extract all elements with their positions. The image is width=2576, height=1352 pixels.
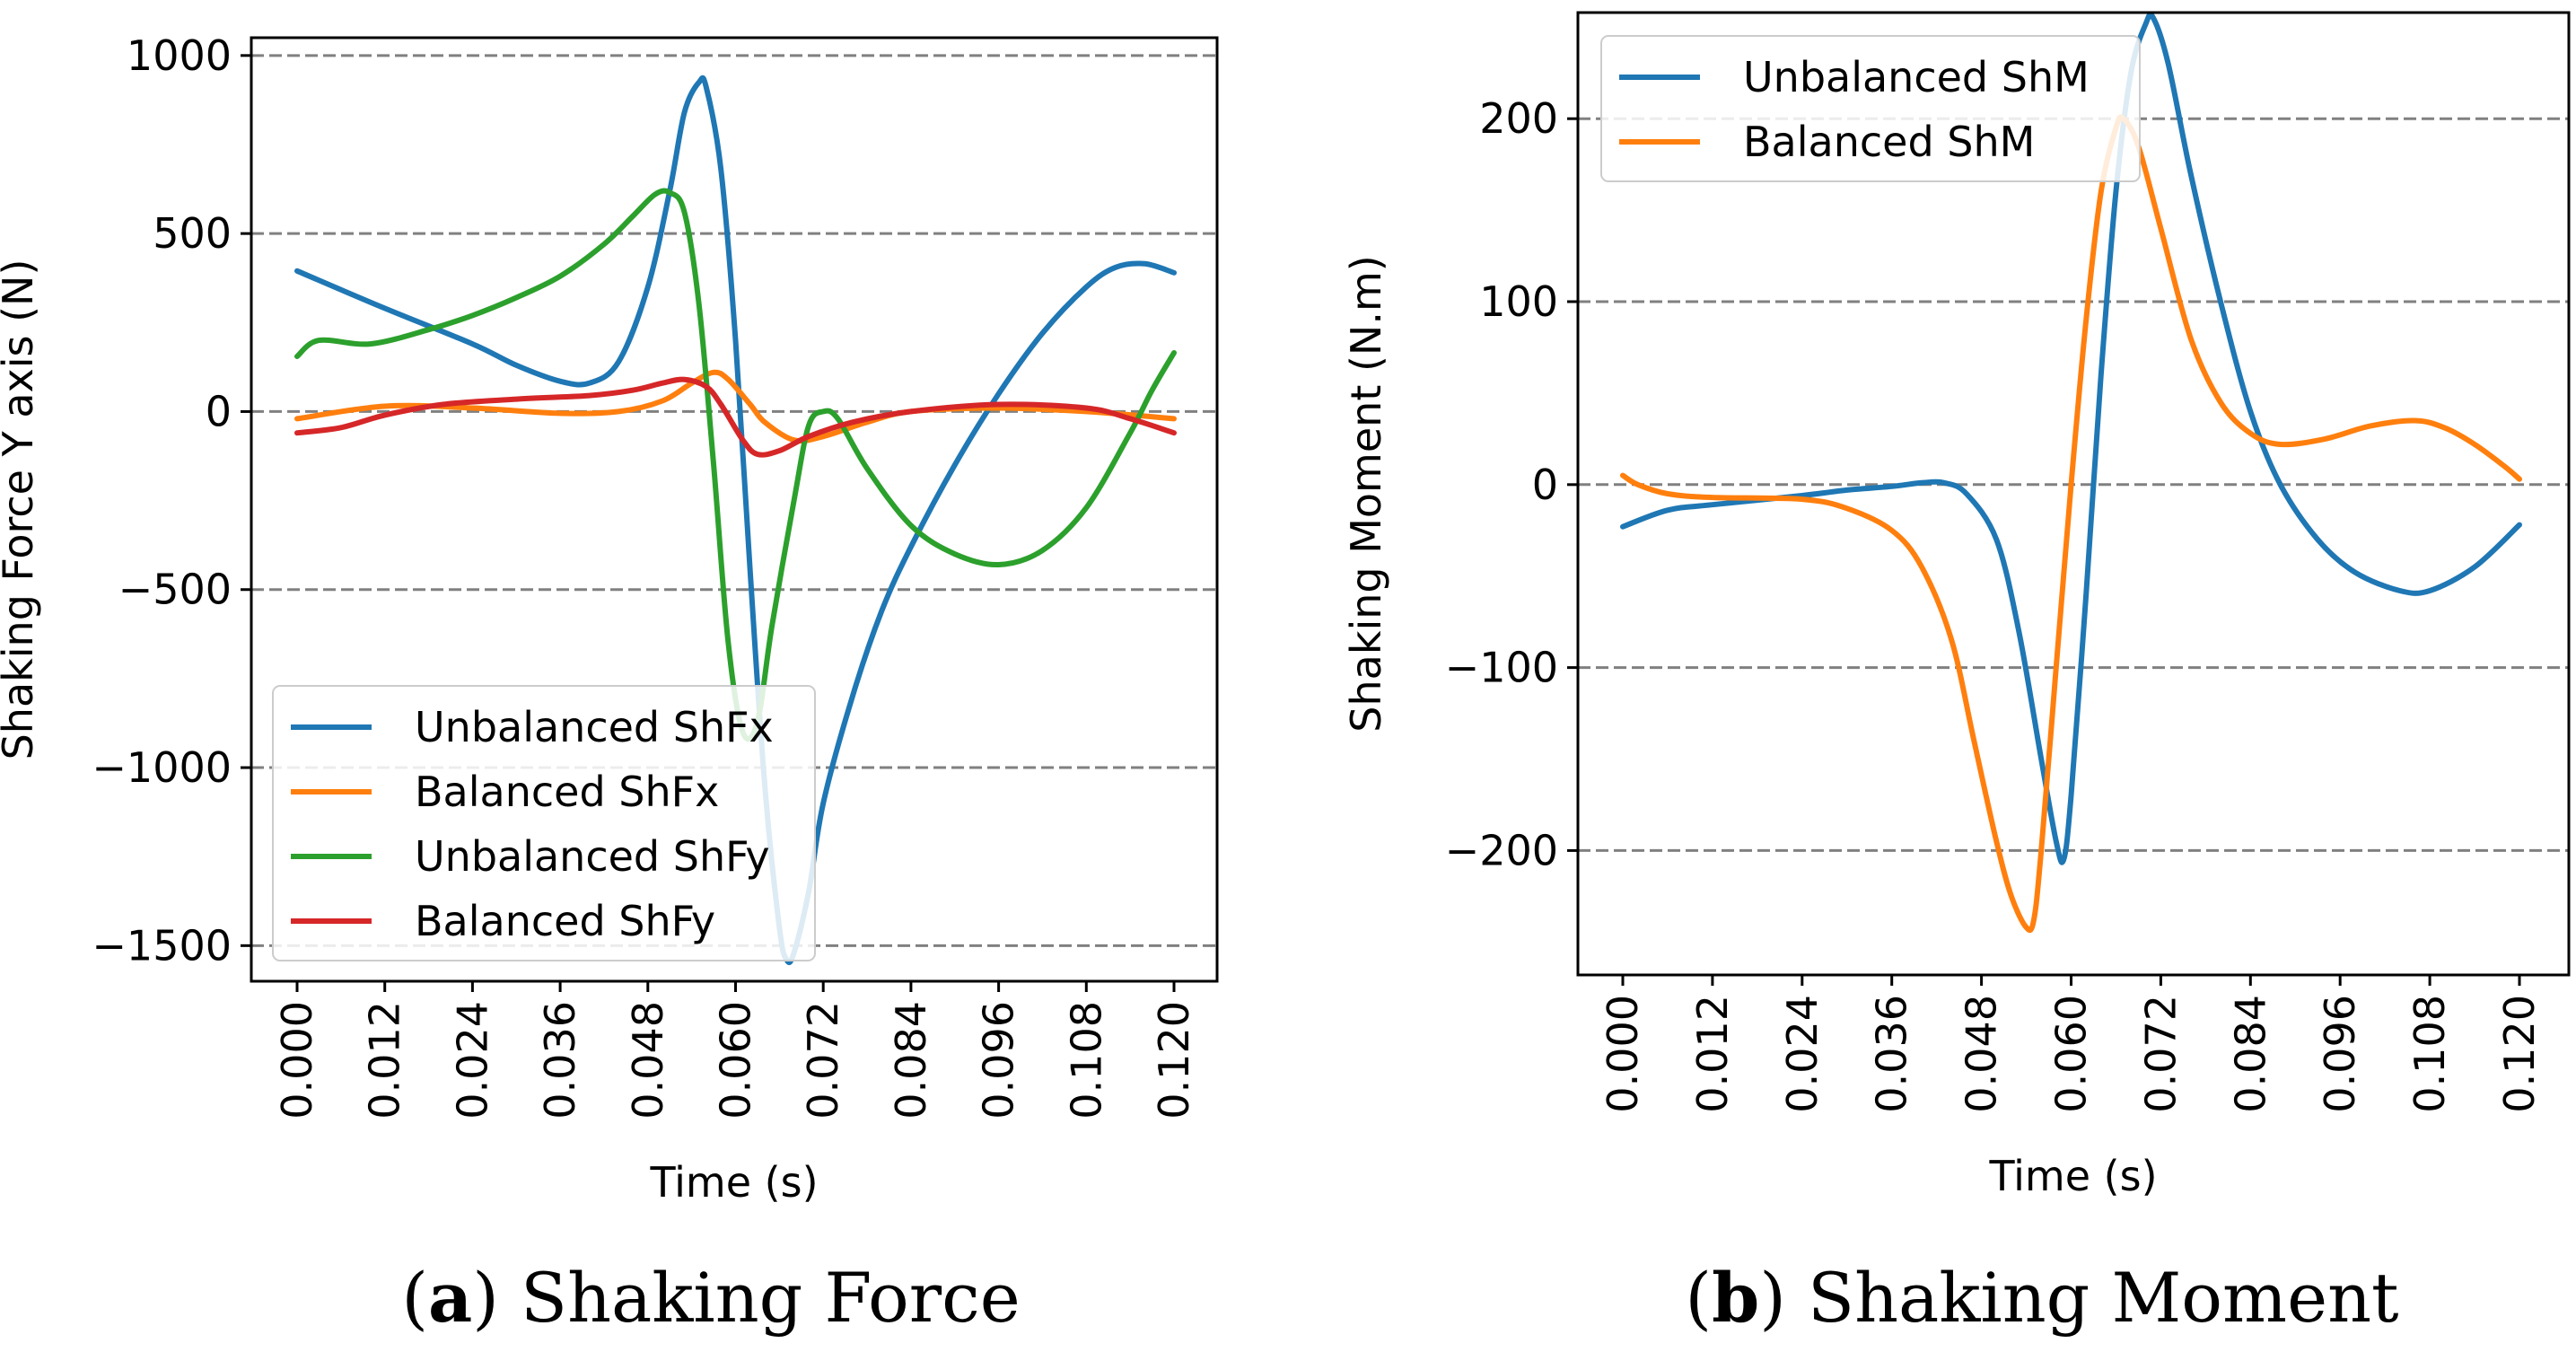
y-tick-label: 500	[153, 209, 232, 258]
legend-label: Unbalanced ShM	[1743, 53, 2090, 101]
x-tick-label: 0.000	[1599, 995, 1647, 1113]
legend: Unbalanced ShM Balanced ShM	[1600, 35, 2141, 182]
series-line-unbalanced-shfy	[294, 188, 1177, 742]
y-axis-label: Shaking Force Y axis (N)	[0, 259, 42, 760]
panel-a-shaking-force: 1000 500 0 −500 −1000 −1500 0.000 0.012 0.024 0.0…	[0, 31, 1219, 1338]
x-tick-label: 0.108	[2405, 995, 2454, 1113]
x-tick-label: 0.120	[2495, 995, 2544, 1113]
legend-label: Balanced ShM	[1743, 118, 2035, 166]
caption-open-paren: (	[401, 1258, 428, 1338]
y-tick-label: 200	[1479, 94, 1558, 143]
series-line-unbalanced-shm	[1620, 13, 2522, 865]
y-tick-label: 1000	[127, 31, 232, 80]
x-tick-label: 0.096	[975, 1001, 1023, 1119]
y-tick-label: −500	[118, 566, 232, 614]
legend-box	[272, 685, 816, 961]
y-tick-label: 0	[1532, 461, 1558, 509]
y-tick-label: 100	[1479, 277, 1558, 326]
x-tick-label: 0.012	[1688, 995, 1737, 1113]
y-axis-label: Shaking Moment (N.m)	[1342, 255, 1390, 732]
legend-label: Unbalanced ShFx	[415, 703, 774, 751]
x-tick-label: 0.072	[2136, 995, 2185, 1113]
y-tick-label: −100	[1445, 644, 1558, 692]
x-tick-label: 0.024	[448, 1001, 496, 1119]
x-tick-label: 0.036	[1868, 995, 1916, 1113]
x-tick-label: 0.060	[2047, 995, 2096, 1113]
x-tick-label: 0.096	[2316, 995, 2364, 1113]
y-tick-label: −1000	[92, 743, 232, 792]
x-tick-label: 0.108	[1062, 1001, 1110, 1119]
series-line-balanced-shfy	[294, 376, 1177, 458]
x-tick-label: 0.048	[1958, 995, 2006, 1113]
panel-caption: (b) Shaking Moment	[1685, 1258, 2398, 1338]
legend-box	[1600, 35, 2141, 182]
panel-caption: (a) Shaking Force	[401, 1258, 1020, 1338]
x-axis-label: Time (s)	[649, 1158, 818, 1207]
y-tick-label: −1500	[92, 921, 232, 970]
series-line-balanced-shm	[1620, 114, 2522, 934]
plot-frame	[1576, 11, 2571, 977]
caption-close-paren: )	[472, 1258, 521, 1338]
x-tick-label: 0.000	[273, 1001, 321, 1119]
x-tick-label: 0.048	[624, 1001, 672, 1119]
caption-close-paren: )	[1759, 1258, 1808, 1338]
x-tick-label: 0.120	[1150, 1001, 1198, 1119]
legend-label: Balanced ShFx	[415, 768, 719, 816]
legend-label: Unbalanced ShFy	[415, 832, 770, 881]
panel-b-shaking-moment: 200 100 0 −100 −200 0.000 0.012 0.024 0.036 0.048…	[1342, 11, 2571, 1338]
caption-open-paren: (	[1685, 1258, 1712, 1338]
caption-tag: a	[428, 1258, 472, 1338]
caption-text: Shaking Force	[521, 1258, 1021, 1338]
legend-label: Balanced ShFy	[415, 897, 715, 945]
x-tick-label: 0.084	[887, 1001, 935, 1119]
x-tick-label: 0.072	[799, 1001, 847, 1119]
caption-text: Shaking Moment	[1808, 1258, 2399, 1338]
x-tick-label: 0.060	[712, 1001, 760, 1119]
x-tick-label: 0.012	[361, 1001, 409, 1119]
x-axis-label: Time (s)	[1988, 1152, 2157, 1200]
series-group	[1620, 13, 2522, 934]
y-tick-label: 0	[206, 387, 232, 435]
x-tick-label: 0.036	[536, 1001, 584, 1119]
caption-tag: b	[1712, 1258, 1759, 1338]
x-tick-label: 0.024	[1778, 995, 1827, 1113]
y-tick-label: −200	[1445, 826, 1558, 874]
legend: Unbalanced ShFx Balanced ShFx Unbalanced S…	[272, 685, 816, 961]
x-tick-label: 0.084	[2226, 995, 2274, 1113]
